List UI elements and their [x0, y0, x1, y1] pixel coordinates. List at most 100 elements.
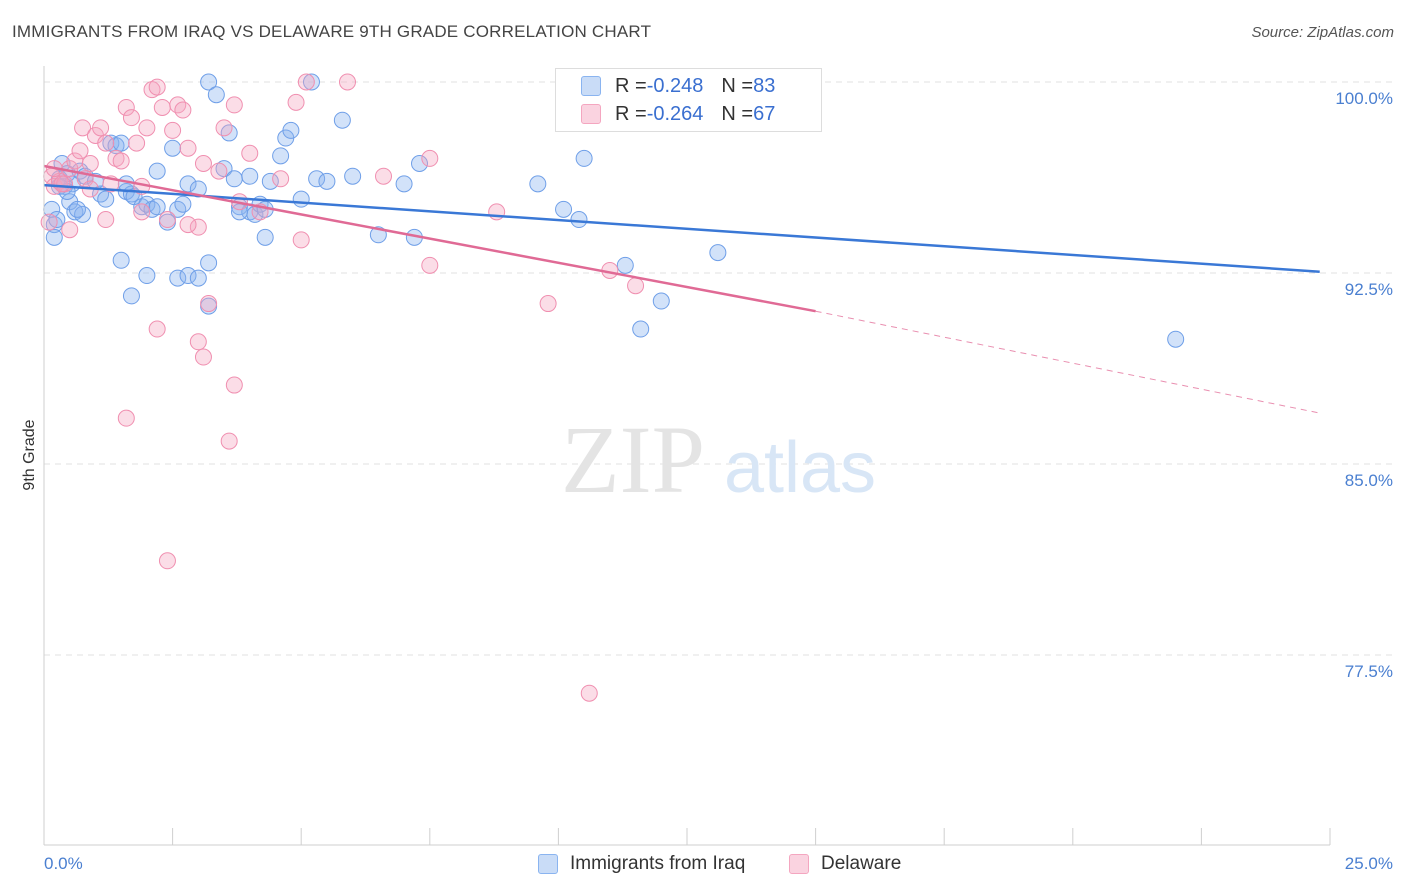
point-iraq [256, 228, 274, 246]
source-label: Source: ZipAtlas.com [1251, 24, 1394, 41]
point-iraq [148, 198, 166, 216]
stats-row-iraq: R = -0.248 N = 83 [581, 73, 775, 99]
stats-legend: R = -0.248 N = 83 R = -0.264 N = 67 [555, 68, 822, 132]
point-delaware [179, 216, 197, 234]
scatter-points [40, 73, 1185, 702]
point-iraq [169, 200, 187, 218]
point-delaware [81, 154, 99, 172]
point-iraq [179, 267, 197, 285]
point-iraq [148, 162, 166, 180]
point-iraq [282, 121, 300, 139]
point-iraq [169, 269, 187, 287]
point-delaware [225, 376, 243, 394]
point-iraq [261, 172, 279, 190]
legend-swatch-delaware [789, 854, 809, 874]
point-iraq [164, 139, 182, 157]
point-iraq [1167, 330, 1185, 348]
point-delaware [122, 109, 140, 127]
point-delaware [189, 333, 207, 351]
point-delaware [53, 175, 71, 193]
point-iraq [200, 73, 218, 91]
point-delaware [179, 139, 197, 157]
legend-item-iraq: Immigrants from Iraq [538, 852, 745, 876]
watermark-zip: ZIP [561, 406, 705, 513]
point-delaware [539, 295, 557, 313]
n-value: 67 [753, 102, 776, 125]
point-iraq [575, 149, 593, 167]
point-delaware [421, 256, 439, 274]
point-iraq [122, 287, 140, 305]
point-iraq [45, 228, 63, 246]
point-delaware [92, 119, 110, 137]
y-tick-label: 100.0% [1335, 89, 1393, 108]
point-iraq [215, 160, 233, 178]
point-delaware [292, 231, 310, 249]
n-value: 83 [753, 74, 776, 97]
point-iraq [225, 170, 243, 188]
point-iraq [411, 154, 429, 172]
point-delaware [580, 684, 598, 702]
point-delaware [74, 119, 92, 137]
point-iraq [302, 73, 320, 91]
r-value: -0.264 [646, 102, 704, 125]
legend-label-iraq: Immigrants from Iraq [570, 853, 746, 874]
point-delaware [215, 119, 233, 137]
point-delaware [220, 432, 238, 450]
point-iraq [220, 124, 238, 142]
point-delaware [194, 154, 212, 172]
point-delaware [627, 277, 645, 295]
point-iraq [138, 267, 156, 285]
point-iraq [632, 320, 650, 338]
point-iraq [174, 195, 192, 213]
point-iraq [570, 211, 588, 229]
r-value: -0.248 [646, 74, 704, 97]
legend-label-delaware: Delaware [821, 853, 902, 874]
point-iraq [709, 244, 727, 262]
point-delaware [117, 409, 135, 427]
point-delaware [164, 121, 182, 139]
y-tick-label: 85.0% [1345, 471, 1393, 490]
point-delaware [338, 73, 356, 91]
point-delaware [297, 73, 315, 91]
trend-line-delaware-extension [815, 310, 1320, 414]
axes: 100.0% 92.5% 85.0% 77.5% 0.0% 25.0% [43, 66, 1393, 873]
point-delaware [200, 295, 218, 313]
point-delaware [158, 552, 176, 570]
point-delaware [210, 162, 228, 180]
point-delaware [148, 320, 166, 338]
point-delaware [40, 213, 58, 231]
point-delaware [128, 134, 146, 152]
point-delaware [189, 218, 207, 236]
point-delaware [97, 134, 115, 152]
point-iraq [68, 200, 86, 218]
point-delaware [169, 96, 187, 114]
point-delaware [241, 144, 259, 162]
point-iraq [652, 292, 670, 310]
legend-item-delaware: Delaware [789, 852, 901, 876]
point-delaware [107, 149, 125, 167]
point-iraq [555, 200, 573, 218]
n-label: N = [721, 102, 754, 125]
point-iraq [74, 205, 92, 223]
point-iraq [102, 134, 120, 152]
y-tick-label: 92.5% [1345, 280, 1393, 299]
point-iraq [207, 86, 225, 104]
legend-swatch-iraq [581, 76, 601, 96]
point-iraq [308, 170, 326, 188]
point-iraq [107, 137, 125, 155]
y-axis-label: 9th Grade [21, 419, 38, 490]
grid [44, 81, 1392, 656]
point-delaware [143, 81, 161, 99]
y-tick-label: 77.5% [1345, 662, 1393, 681]
x-tick-label: 25.0% [1345, 854, 1393, 873]
x-tick-label: 0.0% [44, 854, 83, 873]
point-iraq [189, 180, 207, 198]
point-iraq [318, 172, 336, 190]
point-iraq [395, 175, 413, 193]
point-delaware [138, 119, 156, 137]
point-delaware [133, 203, 151, 221]
point-delaware [117, 98, 135, 116]
legend-swatch-delaware [581, 104, 601, 124]
point-delaware [174, 101, 192, 119]
